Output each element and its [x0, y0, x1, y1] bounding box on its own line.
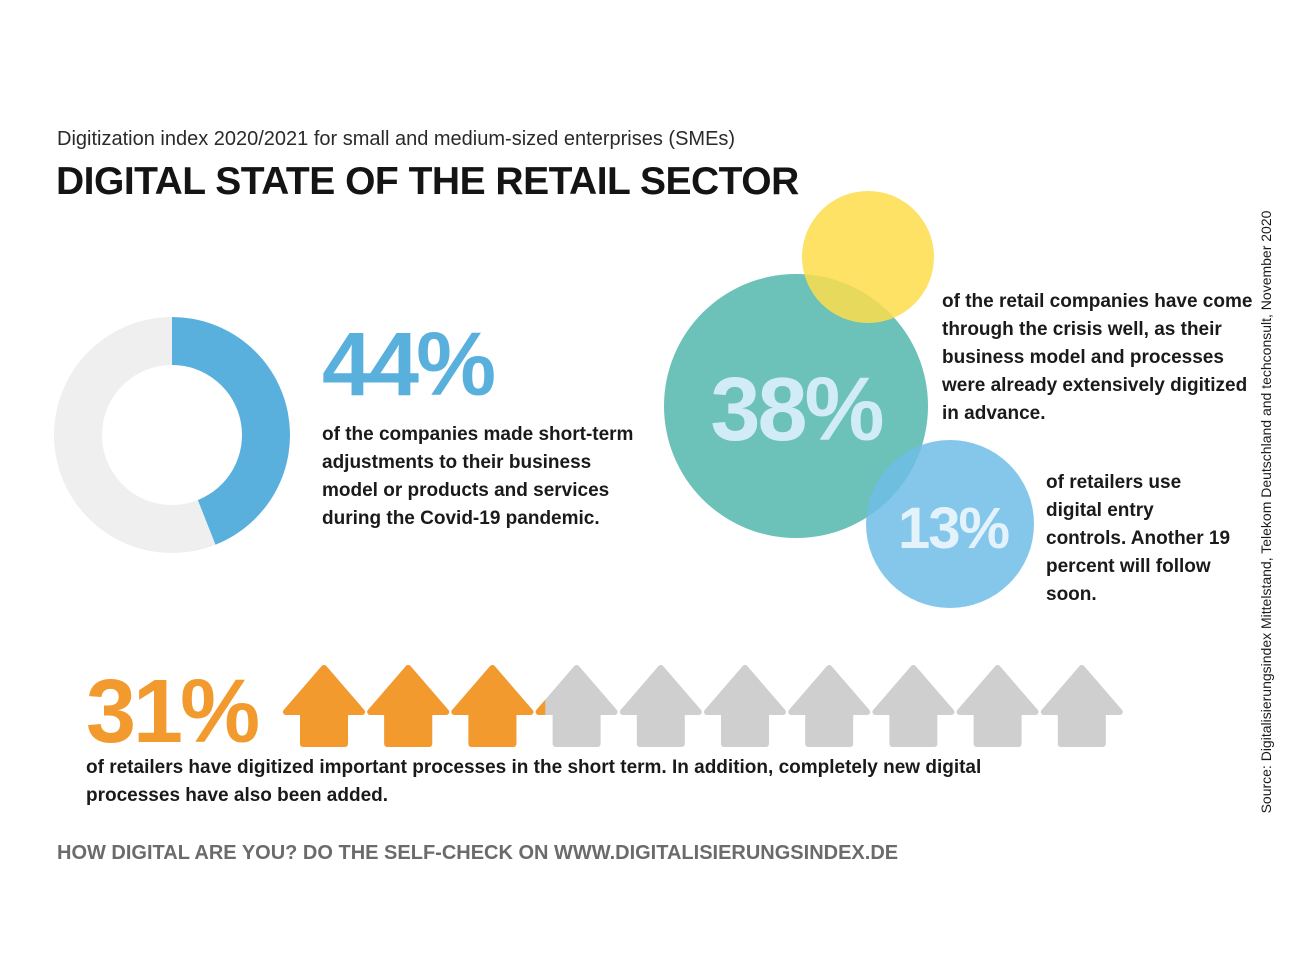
stat-13-value: 13% — [898, 496, 1010, 561]
arrow-icon — [956, 665, 1039, 747]
donut-segment-rest — [53, 317, 216, 553]
arrow-icon-filled — [451, 665, 534, 747]
arrow-icon — [535, 665, 618, 747]
arrow-icon-filled — [535, 699, 546, 715]
arrow-icon — [619, 665, 702, 747]
footer-cta: HOW DIGITAL ARE YOU? DO THE SELF-CHECK O… — [57, 842, 899, 864]
arrow-icon — [704, 665, 786, 747]
arrow-icon — [1040, 665, 1123, 747]
bubble-yellow — [802, 191, 934, 323]
donut-chart — [53, 317, 290, 553]
arrow-icon — [872, 665, 955, 747]
arrow-icon — [788, 665, 871, 747]
bubble-38 — [664, 274, 928, 538]
donut-segment-value — [172, 317, 290, 545]
stat-31-text: of retailers have digitized important pr… — [86, 757, 982, 806]
pictogram-filled — [283, 665, 546, 747]
bubble-13 — [866, 440, 1034, 608]
subtitle: Digitization index 2020/2021 for small a… — [57, 128, 736, 150]
stat-31-value: 31% — [86, 662, 258, 762]
page-title: DIGITAL STATE OF THE RETAIL SECTOR — [56, 160, 799, 203]
bubble-chart — [664, 191, 1034, 608]
arrow-icon-filled — [283, 665, 365, 747]
stat-38-text: of the retail companies have come throug… — [942, 291, 1253, 424]
stat-13-text: of retailers use digital entry controls.… — [1046, 472, 1231, 605]
stat-44-text: of the companies made short-term adjustm… — [322, 424, 634, 529]
stat-44-value: 44% — [322, 315, 494, 415]
stat-38-value: 38% — [710, 360, 882, 460]
arrow-icon-filled — [367, 665, 450, 747]
source-note: Source: Digitalisierungsindex Mittelstan… — [1258, 210, 1274, 814]
